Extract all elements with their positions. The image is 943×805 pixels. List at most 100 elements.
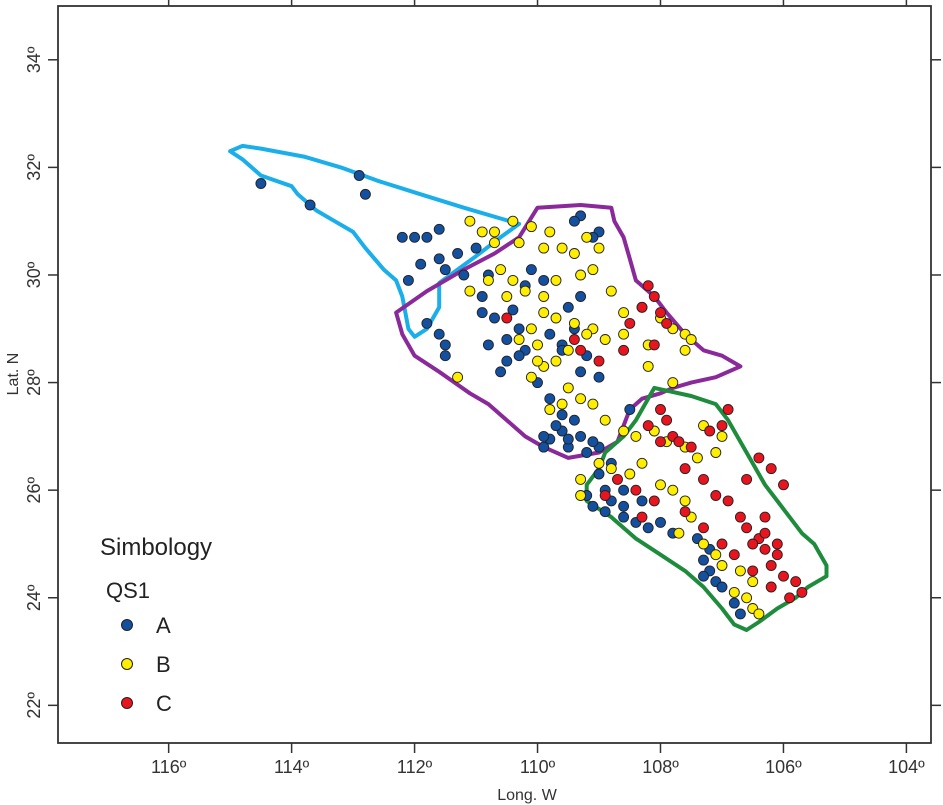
point-c [716, 538, 728, 550]
legend-label-a: A [156, 613, 171, 638]
region-outline-1 [228, 143, 522, 339]
point-a [642, 522, 654, 534]
point-b [605, 463, 617, 475]
point-c [575, 344, 587, 356]
point-c [642, 280, 654, 292]
point-b [685, 334, 697, 345]
point-a [409, 231, 421, 243]
point-a [513, 323, 525, 335]
point-c [741, 522, 753, 534]
point-b [464, 285, 476, 297]
point-b [575, 473, 587, 485]
point-b [587, 264, 599, 276]
point-c [568, 334, 580, 345]
point-b [753, 608, 765, 620]
point-c [630, 484, 642, 496]
point-b [556, 398, 568, 410]
point-c [655, 436, 666, 448]
point-a [636, 495, 648, 507]
point-a [728, 597, 740, 609]
point-b [581, 231, 593, 243]
point-a [433, 328, 445, 340]
point-c [759, 543, 771, 555]
point-c [765, 463, 777, 475]
point-c [593, 355, 605, 367]
region-outline-3 [584, 385, 829, 632]
point-a [476, 307, 488, 319]
point-b [593, 242, 605, 254]
point-b [525, 221, 537, 233]
point-b [618, 425, 630, 437]
x-tick-label: 104º [888, 757, 925, 777]
point-a [439, 350, 451, 362]
point-c [771, 549, 783, 561]
point-a [458, 269, 470, 281]
point-c [728, 549, 740, 561]
point-b [667, 484, 679, 496]
y-tick-label: 26º [24, 476, 44, 503]
sample-points [255, 170, 808, 620]
point-a [599, 506, 611, 518]
point-b [513, 237, 525, 249]
point-a [495, 366, 507, 378]
point-b [562, 382, 574, 394]
point-b [642, 360, 654, 372]
point-a [716, 581, 728, 593]
point-a [593, 371, 605, 383]
legend-label-c: C [156, 691, 172, 716]
y-axis-ticks: 22º 24º 26º 28º 30º 32º 34º [24, 46, 941, 719]
point-a [433, 223, 445, 235]
point-a [544, 328, 556, 340]
point-b [550, 312, 562, 324]
point-b [636, 457, 648, 469]
point-b [728, 586, 740, 598]
point-b [495, 264, 507, 276]
point-b [673, 527, 685, 539]
legend: Simbology QS1 A B C [100, 534, 212, 716]
point-a [433, 253, 445, 265]
point-b [482, 274, 494, 286]
point-c [741, 473, 753, 485]
point-a [655, 516, 666, 528]
point-a [698, 570, 709, 582]
point-a [618, 484, 630, 496]
y-tick-label: 30º [24, 261, 44, 288]
point-a [482, 339, 494, 351]
point-c [661, 414, 673, 426]
point-a [501, 355, 513, 367]
point-b [489, 226, 500, 238]
point-b [532, 339, 543, 351]
point-b [550, 274, 562, 286]
point-c [636, 301, 648, 313]
point-c [679, 463, 691, 475]
point-b [568, 317, 580, 329]
x-tick-label: 114º [274, 757, 310, 777]
point-c [771, 538, 783, 550]
x-axis-title: Long. W [497, 787, 557, 804]
point-b [519, 285, 531, 297]
point-a [550, 420, 562, 432]
point-c [612, 473, 623, 485]
point-c [685, 441, 697, 453]
point-b [624, 468, 636, 480]
point-b [476, 226, 488, 238]
point-b [605, 285, 617, 297]
point-a [618, 500, 630, 512]
point-a [359, 188, 371, 200]
point-a [587, 436, 599, 448]
point-b [618, 328, 630, 340]
x-tick-label: 116º [151, 757, 187, 777]
point-a [698, 554, 709, 566]
point-a [562, 301, 574, 313]
point-b [734, 565, 746, 577]
point-c [747, 565, 759, 577]
point-c [790, 576, 802, 588]
point-c [759, 527, 771, 539]
point-a [421, 231, 433, 243]
point-b [501, 291, 513, 302]
point-c [704, 425, 716, 437]
legend-marker-a [121, 619, 133, 631]
point-c [501, 312, 513, 324]
point-b [507, 215, 519, 227]
